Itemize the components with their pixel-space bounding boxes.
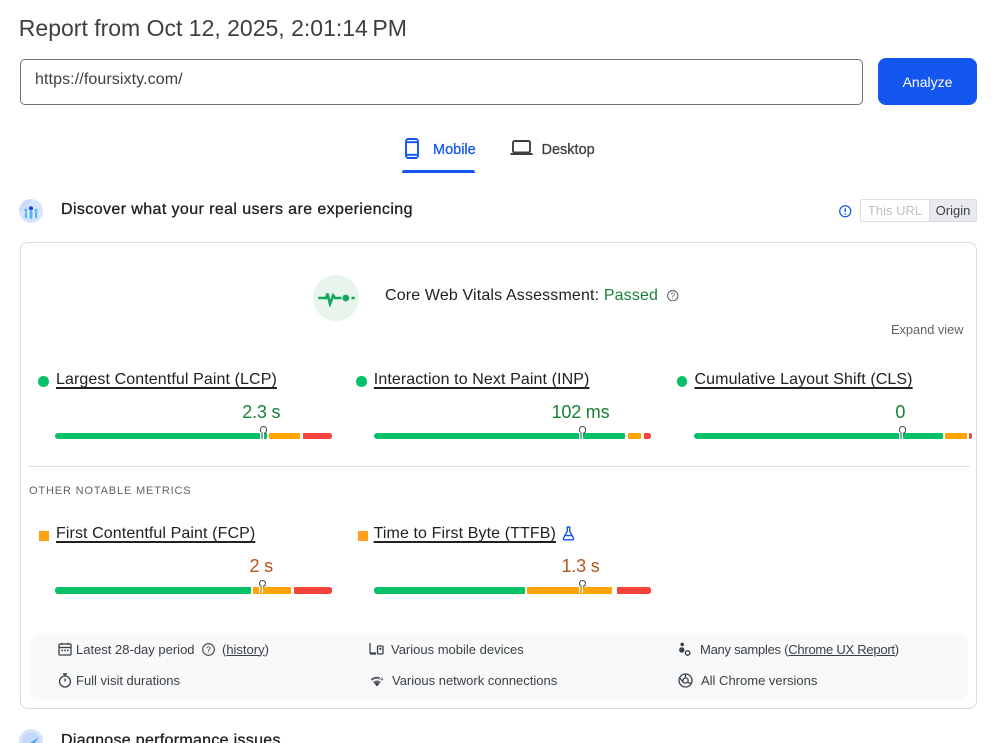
- svg-text:?: ?: [206, 644, 211, 654]
- svg-text:?: ?: [671, 291, 676, 300]
